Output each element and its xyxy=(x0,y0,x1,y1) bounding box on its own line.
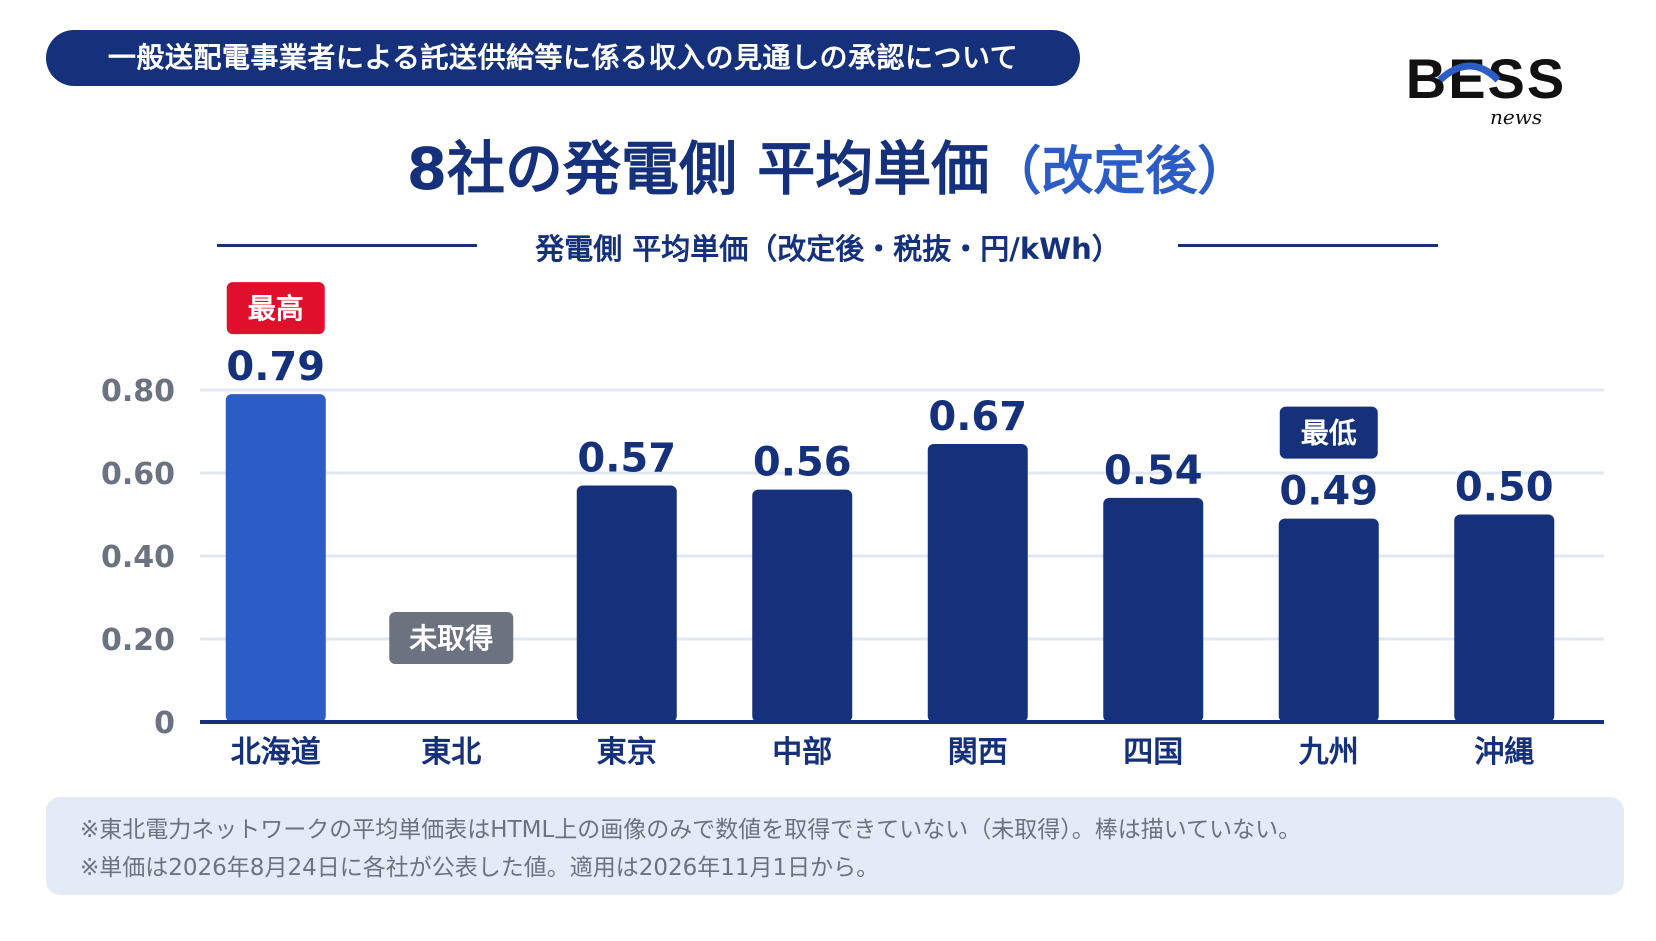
value-label: 0.49 xyxy=(1279,469,1378,515)
value-label: 0.67 xyxy=(928,394,1027,440)
bar-関西 xyxy=(927,443,1028,722)
x-tick-label: 関西 xyxy=(948,735,1008,770)
banner: 一般送配電事業者による託送供給等に係る収入の見通しの承認について xyxy=(46,30,1080,86)
bar-北海道 xyxy=(225,394,326,722)
x-tick-label: 九州 xyxy=(1299,735,1359,770)
value-label: 0.57 xyxy=(577,435,676,481)
page-title-main: 8社の発電側 平均単価 xyxy=(406,135,990,203)
page-title-sub: （改定後） xyxy=(989,142,1250,202)
value-label: 0.50 xyxy=(1455,465,1554,511)
x-tick-label: 東北 xyxy=(421,735,481,770)
badge-label: 未取得 xyxy=(409,622,493,655)
x-tick-label: 東京 xyxy=(597,735,657,770)
y-tick-label: 0.80 xyxy=(101,374,175,409)
logo-sub: news xyxy=(1490,105,1542,129)
badge-label: 最高 xyxy=(248,292,304,325)
bar-沖縄 xyxy=(1454,514,1555,722)
badge-九州 xyxy=(1279,406,1378,459)
bar-九州 xyxy=(1278,518,1379,722)
chart-title: 発電側 平均単価（改定後・税抜・円/kWh） xyxy=(535,232,1121,266)
y-tick-label: 0.60 xyxy=(101,457,175,492)
bar-四国 xyxy=(1103,497,1204,722)
x-tick-label: 中部 xyxy=(772,735,832,770)
y-tick-label: 0.20 xyxy=(101,623,175,658)
y-tick-label: 0 xyxy=(154,706,175,741)
logo-arc xyxy=(1437,62,1501,83)
value-label: 0.54 xyxy=(1104,448,1203,494)
badge-東北 xyxy=(389,612,514,664)
bar-中部 xyxy=(752,489,853,722)
y-tick-label: 0.40 xyxy=(101,540,175,575)
note-line-2: ※単価は2026年8月24日に各社が公表した値。適用は2026年11月1日から。 xyxy=(80,855,880,881)
note-line-1: ※東北電力ネットワークの平均単価表はHTML上の画像のみで数値を取得できていない… xyxy=(80,817,1302,843)
x-tick-label: 四国 xyxy=(1123,735,1183,770)
badge-label: 最低 xyxy=(1301,417,1357,450)
logo-text: BESS xyxy=(1406,48,1567,110)
badge-北海道 xyxy=(226,282,325,335)
value-label: 0.79 xyxy=(226,344,325,390)
x-tick-label: 北海道 xyxy=(231,735,321,770)
subtitle-rule-left xyxy=(217,244,477,247)
bar-東京 xyxy=(576,485,677,722)
bess-news-logo: BESS news xyxy=(1406,48,1567,129)
value-label: 0.56 xyxy=(753,440,852,486)
page-title: 8社の発電側 平均単価（改定後） xyxy=(0,122,1656,206)
notes-box: ※東北電力ネットワークの平均単価表はHTML上の画像のみで数値を取得できていない… xyxy=(46,797,1624,895)
subtitle-rule-right xyxy=(1178,244,1438,247)
x-tick-label: 沖縄 xyxy=(1474,735,1534,770)
